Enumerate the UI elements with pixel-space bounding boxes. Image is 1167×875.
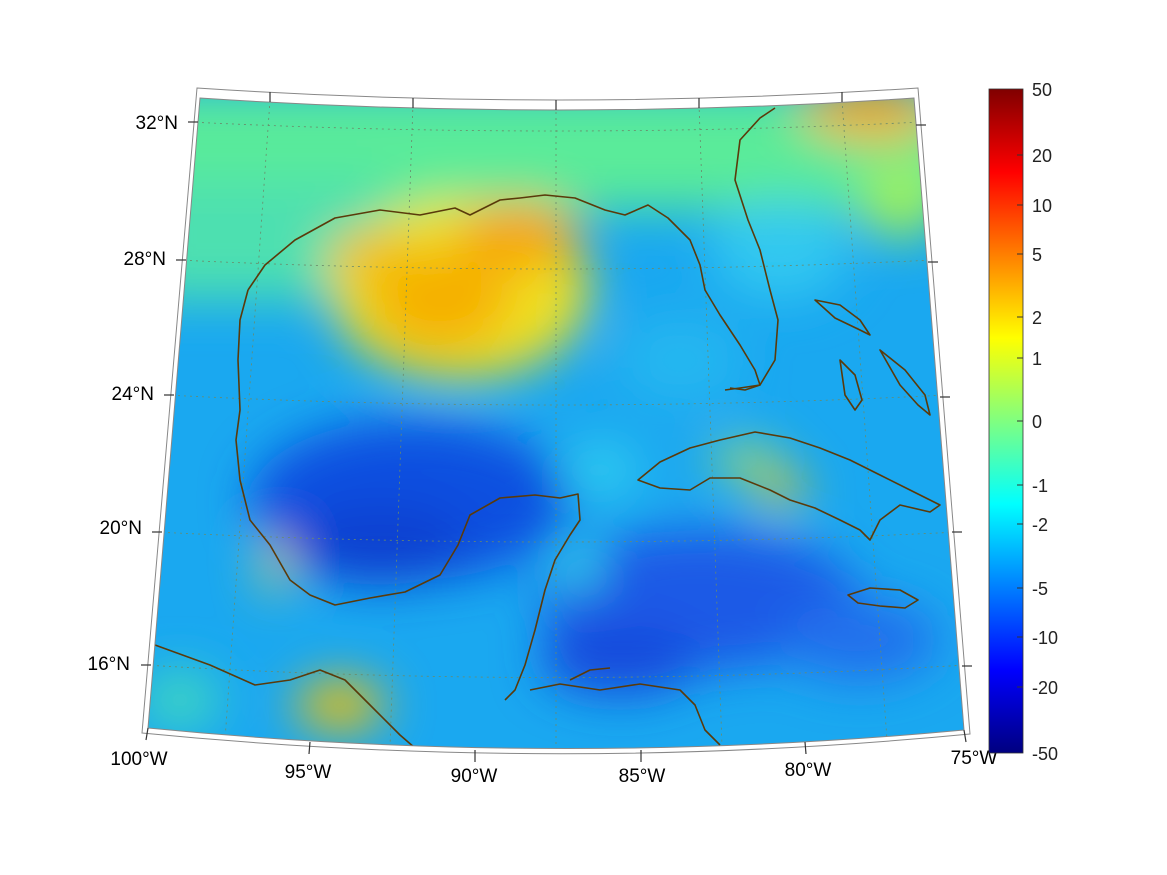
colorbar-label-neg1: -1 xyxy=(1032,476,1048,496)
map-frame-outer xyxy=(141,87,971,755)
colorbar-label-10: 10 xyxy=(1032,196,1052,216)
pacific-coast xyxy=(154,644,416,749)
lat-label-32n: 32°N xyxy=(136,113,178,134)
lat-labels: 32°N 28°N 24°N 20°N 16°N xyxy=(88,113,178,675)
graticule xyxy=(148,99,964,748)
colorbar-ticks xyxy=(1017,154,1023,688)
lat-label-20n: 20°N xyxy=(100,518,142,539)
map-frame xyxy=(147,97,965,750)
bahamas-abaco xyxy=(814,299,871,336)
frame-ticks xyxy=(141,92,972,762)
colorbar-label-5: 5 xyxy=(1032,245,1042,265)
bahamas-andros xyxy=(839,359,863,411)
florida-keys xyxy=(724,384,761,391)
gulf-coast xyxy=(247,194,761,391)
colorbar-label-neg2: -2 xyxy=(1032,515,1048,535)
lat-label-24n: 24°N xyxy=(112,384,154,405)
colorbar-label-20: 20 xyxy=(1032,146,1052,166)
colorbar-label-neg5: -5 xyxy=(1032,579,1048,599)
field-anomalies xyxy=(148,98,964,730)
coastlines xyxy=(154,107,941,749)
florida-east xyxy=(734,107,779,386)
bahamas-eleuthera xyxy=(879,349,931,416)
lon-label-75w: 75°W xyxy=(951,748,998,769)
mexico-gulf-coast xyxy=(235,289,581,701)
lat-label-28n: 28°N xyxy=(124,249,166,270)
colorbar: 50 20 10 5 2 1 0 -1 -2 -5 -10 -20 -50 xyxy=(988,80,1058,764)
cuba xyxy=(637,431,941,541)
lon-label-95w: 95°W xyxy=(285,762,332,783)
lat-label-16n: 16°N xyxy=(88,654,130,675)
central-america xyxy=(529,683,721,746)
lon-label-80w: 80°W xyxy=(785,760,832,781)
lon-label-100w: 100°W xyxy=(110,749,167,770)
colorbar-label-0: 0 xyxy=(1032,412,1042,432)
lon-labels: 100°W 95°W 90°W 85°W 80°W 75°W xyxy=(110,748,997,787)
lon-label-90w: 90°W xyxy=(451,766,498,787)
map-field xyxy=(148,98,964,749)
colorbar-label-neg20: -20 xyxy=(1032,678,1058,698)
colorbar-label-neg10: -10 xyxy=(1032,628,1058,648)
lon-label-85w: 85°W xyxy=(619,766,666,787)
colorbar-label-1: 1 xyxy=(1032,349,1042,369)
colorbar-label-50: 50 xyxy=(1032,80,1052,100)
jamaica xyxy=(847,587,919,609)
colorbar-label-2: 2 xyxy=(1032,308,1042,328)
bay-islands xyxy=(569,667,611,681)
colorbar-label-neg50: -50 xyxy=(1032,744,1058,764)
